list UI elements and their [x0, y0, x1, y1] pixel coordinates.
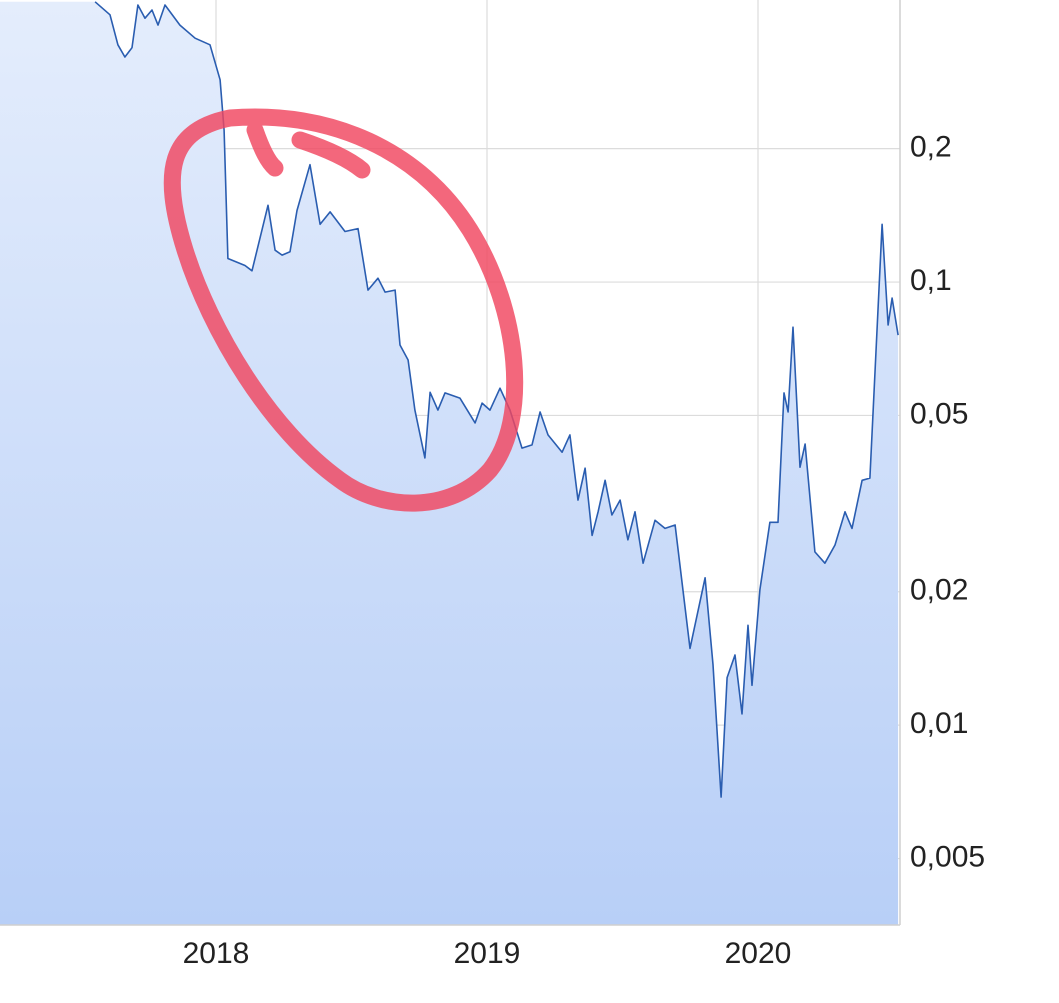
hand-drawn-circle [163, 108, 524, 512]
x-tick-label: 2019 [454, 937, 521, 970]
y-tick-label: 0,2 [910, 131, 952, 164]
y-tick-label: 0,05 [910, 397, 968, 430]
line [94, 1, 899, 798]
y-tick-label: 0,02 [910, 574, 968, 607]
y-tick-label: 0,01 [910, 707, 968, 740]
x-tick-label: 2020 [725, 937, 792, 970]
area [0, 1, 899, 925]
y-tick-label: 0,1 [910, 264, 952, 297]
y-tick-label: 0,005 [910, 840, 985, 873]
plot-area [0, 1, 899, 925]
x-tick-label: 2018 [183, 937, 250, 970]
labels: 0,005 0,01 0,02 0,05 0,1 0,2 2018 2019 2020 [0, 0, 985, 970]
